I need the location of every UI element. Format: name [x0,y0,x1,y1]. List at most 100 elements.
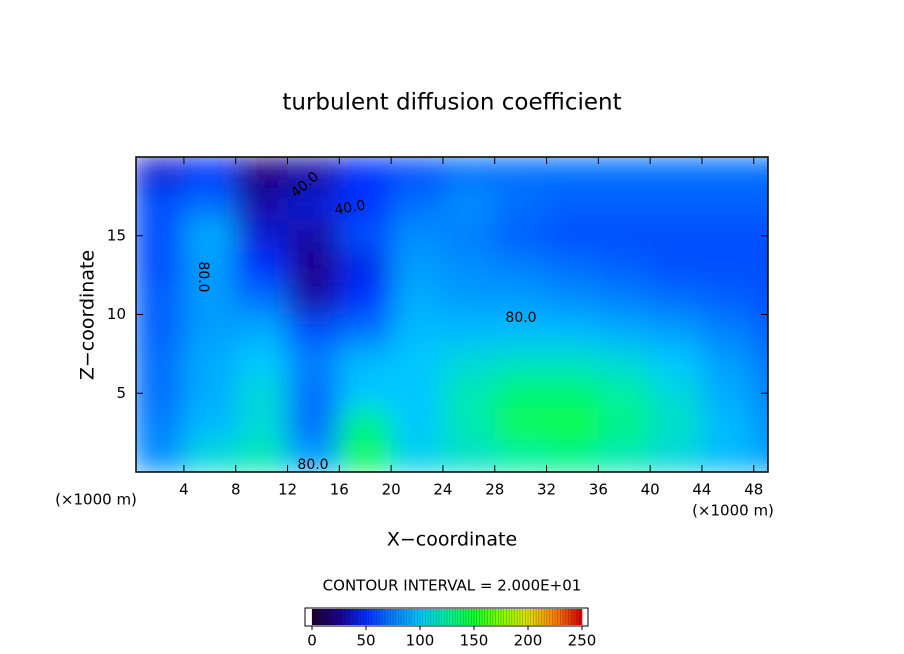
colorbar-swatch [571,609,575,625]
field-cell [287,157,340,189]
colorbar-swatch [363,609,367,625]
field-cell [391,283,444,315]
colorbar-swatch [563,609,567,625]
field-cell [391,188,444,221]
x-tick-label: 48 [744,481,763,499]
field-cell [546,220,599,252]
field-cell [753,377,768,410]
colorbar-swatch [417,609,421,625]
field-cell [339,283,392,315]
field [136,157,768,472]
field-cell [391,440,444,472]
colorbar-swatch [484,609,488,625]
colorbar-swatch [322,609,326,625]
field-cell [235,220,289,252]
colorbar-swatch [438,609,442,625]
field-cell [183,409,237,441]
field-cell [287,314,340,347]
colorbar-swatch [409,609,413,625]
colorbar-swatch [312,609,315,625]
field-cell [598,346,651,378]
colorbar-frame [304,607,589,627]
field-cell [183,377,237,410]
field-cell [753,409,768,441]
field-cell [650,409,703,441]
field-cell [442,314,496,347]
field-cell [701,188,755,221]
colorbar-swatch [552,609,556,625]
field-cell [183,283,237,315]
colorbar-swatch [344,609,348,625]
field-cell [136,377,185,410]
colorbar-swatch [576,609,580,625]
y-unit: (×1000 m) [55,491,137,509]
field-cell [546,283,599,315]
x-tick-label: 4 [179,481,189,499]
x-tick-label: 12 [278,481,297,499]
x-axis-label: X−coordinate [387,529,517,551]
colorbar-swatch [411,609,415,625]
field-cell [339,377,392,410]
field-cell [753,314,768,347]
field-cell [598,188,651,221]
x-tick-label: 36 [589,481,608,499]
colorbar-swatch [428,609,432,625]
contour-label: 80.0 [195,261,211,292]
x-tick-label: 16 [330,481,349,499]
field-cell [339,157,392,189]
x-tick-label: 20 [382,481,401,499]
contour-label: 40.0 [333,197,366,218]
colorbar-tick-label: 150 [460,632,489,650]
field-cell [546,377,599,410]
field-cell [287,377,340,410]
colorbar-swatch [522,609,526,625]
field-cell [136,409,185,441]
colorbar-swatch [557,609,561,625]
colorbar-swatch [393,609,396,625]
field-cell [235,377,289,410]
colorbar-swatch [519,609,523,625]
field-cell [235,188,289,221]
y-tick-label: 5 [116,384,126,402]
y-axis-label: Z−coordinate [77,250,99,380]
colorbar-swatch [444,609,448,625]
colorbar-swatch [320,609,324,625]
field-cell [391,314,444,347]
colorbar-swatch [517,609,521,625]
colorbar-swatch [379,609,383,625]
colorbar-swatch [463,609,467,625]
colorbar-swatch [560,609,564,625]
field-cell [650,346,703,378]
field-cell [701,220,755,252]
field-cell [701,251,755,284]
colorbar-swatch [433,609,437,625]
colorbar-swatch [468,609,472,625]
colorbar-swatch [544,609,548,625]
contour-interval: CONTOUR INTERVAL = 2.000E+01 [323,577,582,595]
field-cell [287,220,340,252]
field-cell [753,251,768,284]
colorbar-swatch [398,609,402,625]
colorbar-tick-label: 100 [406,632,435,650]
field-cell [650,188,703,221]
field-cell [753,157,768,189]
colorbar-swatch [352,609,356,625]
colorbar-swatch [390,609,394,625]
colorbar-swatch [506,609,510,625]
colorbar-swatch [317,609,321,625]
field-cell [753,188,768,221]
field-cell [183,220,237,252]
field-cell [494,283,548,315]
colorbar-swatch [347,609,351,625]
colorbar-swatch [384,609,388,625]
colorbar-swatch [333,609,337,625]
field-cell [287,440,340,472]
colorbar-swatch [498,609,502,625]
field-cell [701,157,755,189]
field-cell [339,440,392,472]
colorbar-swatch [447,609,450,625]
colorbar-swatch [460,609,464,625]
colorbar-swatch [436,609,440,625]
contour-label: 80.0 [297,457,328,473]
field-cell [442,251,496,284]
